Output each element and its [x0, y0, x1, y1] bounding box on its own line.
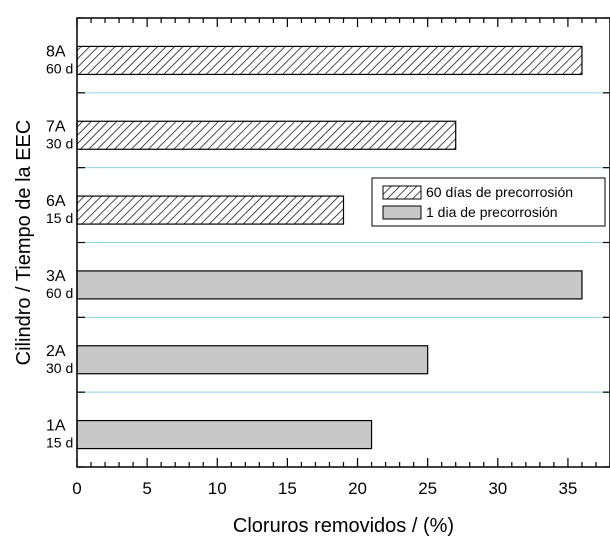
x-tick-label: 20	[348, 479, 367, 498]
x-axis-title: Cloruros removidos / (%)	[233, 515, 454, 537]
category-label: 3A	[46, 268, 66, 285]
x-tick-label: 30	[488, 479, 507, 498]
x-tick-label: 35	[558, 479, 577, 498]
category-label: 6A	[46, 193, 66, 210]
legend-label-1-day: 1 dia de precorrosión	[426, 204, 558, 220]
category-sublabel: 60 d	[46, 60, 73, 76]
category-sublabel: 30 d	[46, 135, 73, 151]
category-label: 8A	[46, 43, 66, 60]
x-tick-label: 15	[278, 479, 297, 498]
category-sublabel: 30 d	[46, 360, 73, 376]
category-sublabel: 15 d	[46, 210, 73, 226]
legend-label-60-days: 60 días de precorrosión	[426, 184, 573, 200]
category-label: 7A	[46, 118, 66, 135]
category-sublabel: 15 d	[46, 435, 73, 451]
x-tick-label: 25	[418, 479, 437, 498]
axis-ticks	[76, 17, 610, 468]
x-tick-label: 10	[208, 479, 227, 498]
category-label: 1A	[46, 418, 66, 435]
y-axis-title: Cilindro / Tiempo de la EEC	[13, 120, 35, 366]
legend-swatch-hatched	[382, 185, 422, 200]
x-tick-label: 5	[142, 479, 151, 498]
bar-6A	[76, 195, 345, 225]
legend-swatch-gray	[382, 205, 422, 220]
bar-1A	[76, 419, 373, 450]
bar-3A	[76, 270, 583, 300]
bar-8A	[76, 45, 583, 76]
bars	[76, 45, 583, 450]
category-label: 2A	[46, 343, 66, 360]
bar-2A	[76, 345, 429, 375]
category-sublabel: 60 d	[46, 285, 73, 301]
x-tick-label: 0	[72, 479, 81, 498]
legend: 60 días de precorrosión 1 dia de precorr…	[371, 177, 606, 227]
bar-7A	[76, 120, 457, 150]
grid-lines	[77, 92, 610, 393]
